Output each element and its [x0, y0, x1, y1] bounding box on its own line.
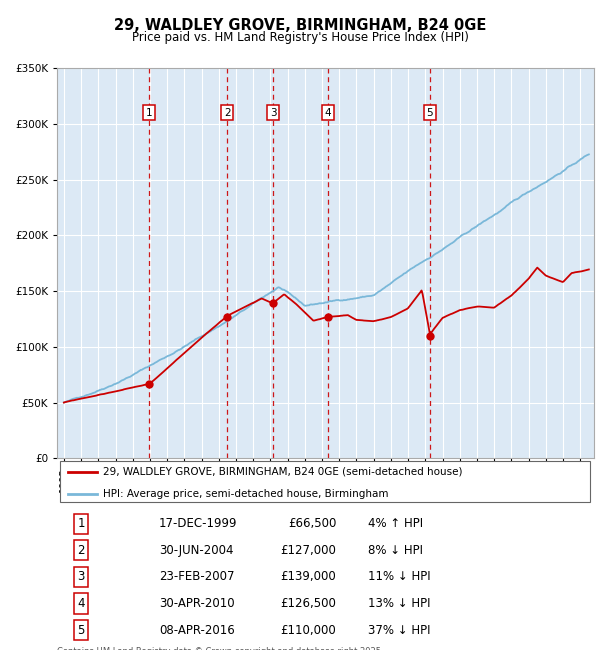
Text: 3: 3: [269, 108, 277, 118]
Text: 2: 2: [224, 108, 231, 118]
Text: 2: 2: [77, 543, 85, 556]
Text: 30-APR-2010: 30-APR-2010: [159, 597, 235, 610]
Text: 3: 3: [77, 571, 85, 584]
Text: 13% ↓ HPI: 13% ↓ HPI: [368, 597, 431, 610]
Text: 5: 5: [77, 624, 85, 637]
Text: £139,000: £139,000: [280, 571, 336, 584]
Text: 29, WALDLEY GROVE, BIRMINGHAM, B24 0GE: 29, WALDLEY GROVE, BIRMINGHAM, B24 0GE: [114, 18, 486, 32]
Text: 17-DEC-1999: 17-DEC-1999: [159, 517, 238, 530]
Text: 08-APR-2016: 08-APR-2016: [159, 624, 235, 637]
Text: Price paid vs. HM Land Registry's House Price Index (HPI): Price paid vs. HM Land Registry's House …: [131, 31, 469, 44]
FancyBboxPatch shape: [59, 461, 590, 502]
Text: 5: 5: [427, 108, 433, 118]
Text: 1: 1: [146, 108, 152, 118]
Text: 37% ↓ HPI: 37% ↓ HPI: [368, 624, 431, 637]
Text: £127,000: £127,000: [280, 543, 336, 556]
Text: HPI: Average price, semi-detached house, Birmingham: HPI: Average price, semi-detached house,…: [103, 489, 388, 499]
Text: 30-JUN-2004: 30-JUN-2004: [159, 543, 233, 556]
Text: 4: 4: [77, 597, 85, 610]
Text: 4% ↑ HPI: 4% ↑ HPI: [368, 517, 424, 530]
Text: 4: 4: [325, 108, 331, 118]
Text: £110,000: £110,000: [280, 624, 336, 637]
Text: Contains HM Land Registry data © Crown copyright and database right 2025.
This d: Contains HM Land Registry data © Crown c…: [57, 647, 383, 650]
Text: 1: 1: [77, 517, 85, 530]
Text: 11% ↓ HPI: 11% ↓ HPI: [368, 571, 431, 584]
Text: £126,500: £126,500: [280, 597, 336, 610]
Text: 29, WALDLEY GROVE, BIRMINGHAM, B24 0GE (semi-detached house): 29, WALDLEY GROVE, BIRMINGHAM, B24 0GE (…: [103, 467, 462, 477]
Text: 23-FEB-2007: 23-FEB-2007: [159, 571, 235, 584]
Text: 8% ↓ HPI: 8% ↓ HPI: [368, 543, 424, 556]
Text: £66,500: £66,500: [288, 517, 336, 530]
